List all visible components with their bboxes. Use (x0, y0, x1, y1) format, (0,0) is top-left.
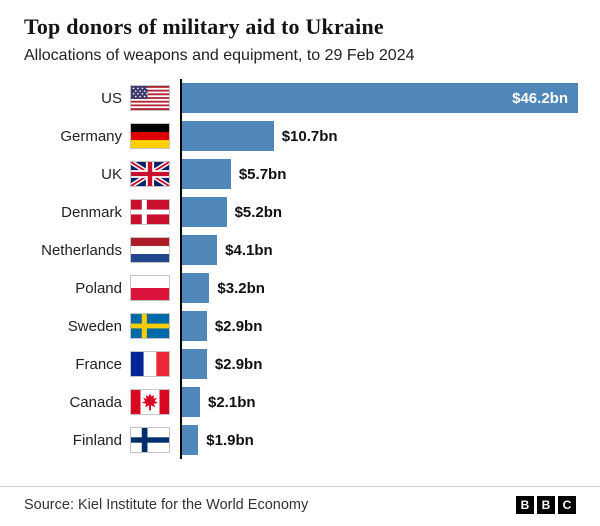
bar-track: $2.9bn (180, 345, 578, 383)
value-label: $5.2bn (234, 203, 283, 221)
bar-track: $2.9bn (180, 307, 578, 345)
bar-row: Poland $3.2bn (12, 269, 578, 307)
value-label: $3.2bn (217, 279, 265, 297)
bar (182, 235, 218, 265)
bar-row: Germany $10.7bn (12, 117, 578, 155)
bar-track: $10.7bn (180, 117, 578, 155)
chart-header: Top donors of military aid to Ukraine Al… (0, 0, 600, 65)
bar-track: $46.2bn (180, 79, 578, 117)
bbc-logo-block: B (537, 496, 555, 514)
bar-row: UK $5.7bn (12, 155, 578, 193)
germany-flag-icon (130, 123, 170, 149)
us-flag-icon (130, 85, 170, 111)
country-label: Netherlands (41, 241, 122, 259)
bar (182, 273, 210, 303)
country-label: Germany (60, 127, 122, 145)
value-label: $1.9bn (206, 431, 254, 449)
country-label: US (101, 89, 122, 107)
bar-row: France $2.9bn (12, 345, 578, 383)
uk-flag-icon (130, 161, 170, 187)
bar-row: Sweden $2.9bn (12, 307, 578, 345)
bar (182, 387, 200, 417)
country-label: Poland (75, 279, 122, 297)
bar-track: $4.1bn (180, 231, 578, 269)
value-label: $4.1bn (225, 241, 273, 259)
denmark-flag-icon (130, 199, 170, 225)
bar (182, 425, 199, 455)
country-label: France (75, 355, 122, 373)
sweden-flag-icon (130, 313, 170, 339)
country-label: Denmark (61, 203, 122, 221)
france-flag-icon (130, 351, 170, 377)
value-label: $2.1bn (208, 393, 256, 411)
country-label: UK (101, 165, 122, 183)
poland-flag-icon (130, 275, 170, 301)
bar (182, 349, 207, 379)
bar-chart: US $46.2bn (0, 79, 578, 459)
chart-title: Top donors of military aid to Ukraine (24, 14, 384, 39)
bar-track: $5.2bn (180, 193, 578, 231)
chart-footer: Source: Kiel Institute for the World Eco… (0, 486, 600, 526)
bar-track: $2.1bn (180, 383, 578, 421)
bar (182, 159, 231, 189)
bar-track: $3.2bn (180, 269, 578, 307)
bar-track: $5.7bn (180, 155, 578, 193)
value-label: $5.7bn (238, 165, 287, 183)
country-label: Finland (72, 431, 122, 449)
value-label: $2.9bn (214, 317, 263, 335)
country-label: Sweden (67, 317, 122, 335)
chart-subtitle: Allocations of weapons and equipment, to… (24, 47, 415, 64)
bar-row: Finland $1.9bn (12, 421, 578, 459)
bar-track: $1.9bn (180, 421, 578, 459)
bar-row: Denmark $5.2bn (12, 193, 578, 231)
bar-row: US $46.2bn (12, 79, 578, 117)
bar (182, 197, 227, 227)
bar (182, 311, 207, 341)
bar (182, 121, 274, 151)
canada-flag-icon (130, 389, 170, 415)
bar-row: Canada $2.1bn (12, 383, 578, 421)
country-label: Canada (69, 393, 122, 411)
bbc-logo-block: C (558, 496, 576, 514)
bar-row: Netherlands $4.1bn (12, 231, 578, 269)
finland-flag-icon (130, 427, 170, 453)
netherlands-flag-icon (130, 237, 170, 263)
value-label: $10.7bn (281, 127, 338, 145)
bbc-logo-block: B (516, 496, 534, 514)
bar: $46.2bn (182, 83, 578, 113)
value-label: $2.9bn (214, 355, 263, 373)
value-label: $46.2bn (512, 89, 568, 107)
source-text: Source: Kiel Institute for the World Eco… (24, 497, 309, 513)
bbc-logo: B B C (516, 496, 576, 514)
